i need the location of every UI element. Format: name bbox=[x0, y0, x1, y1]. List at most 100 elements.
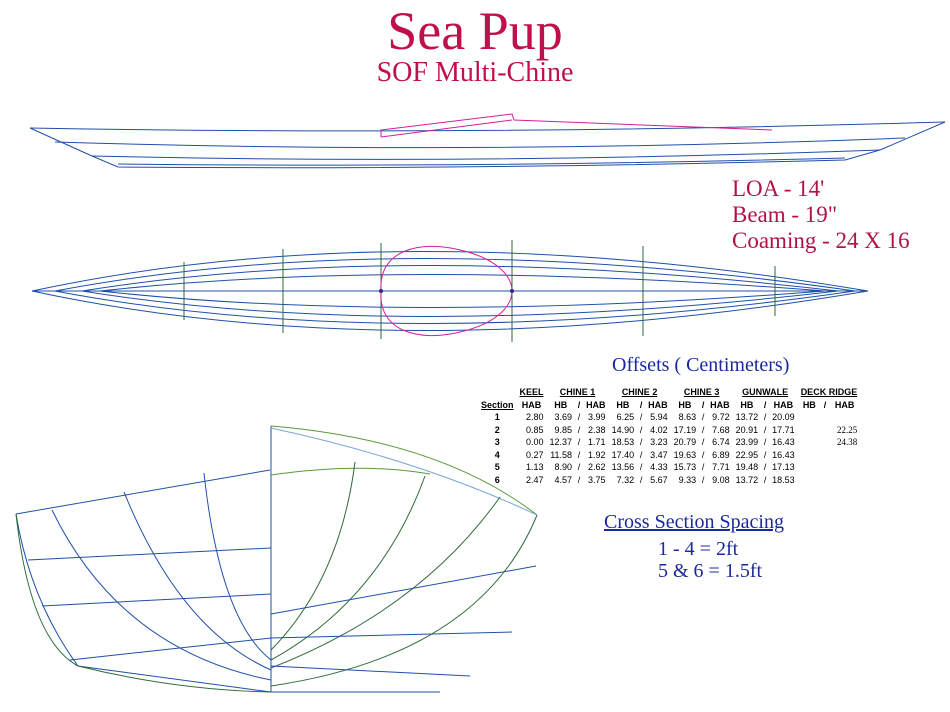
slash: / bbox=[701, 449, 705, 460]
slash: / bbox=[639, 399, 643, 410]
offset-c1-hab: 3.99 bbox=[588, 412, 606, 422]
offsets-row: 4 0.27 11.58 / 1.92 17.40 / 3.47 19.63 / 6.89 22.95… bbox=[478, 449, 860, 462]
c3-hb-header: HB bbox=[678, 399, 692, 410]
slash: / bbox=[639, 424, 643, 435]
profile-keel-line bbox=[117, 157, 846, 166]
slash: / bbox=[701, 462, 705, 472]
offset-gw-hb: 20.91 bbox=[735, 424, 759, 435]
offset-c1-hab: 3.75 bbox=[588, 474, 606, 485]
slash: / bbox=[577, 462, 581, 472]
offset-c3-hab: 6.74 bbox=[712, 437, 730, 447]
offset-c2-hab: 5.94 bbox=[650, 412, 668, 422]
slash: / bbox=[701, 399, 705, 410]
profile-view bbox=[29, 113, 946, 169]
offset-keel: 0.85 bbox=[526, 424, 544, 435]
offset-c2-hab: 5.67 bbox=[650, 474, 668, 485]
keel-hab-header: HAB bbox=[521, 399, 542, 410]
slash: / bbox=[577, 424, 581, 435]
profile-chine-line-2 bbox=[91, 149, 881, 160]
offset-gw-hab: 17.13 bbox=[772, 462, 795, 472]
section-number: 3 bbox=[494, 437, 500, 447]
c3-hab-header: HAB bbox=[710, 399, 730, 410]
deck-hb-header: HB bbox=[802, 399, 816, 410]
slash: / bbox=[577, 474, 581, 485]
offset-gw-hb: 22.95 bbox=[735, 449, 759, 460]
offset-keel: 0.27 bbox=[526, 449, 544, 460]
body-plan-left-green bbox=[15, 513, 272, 693]
deck-ridge-curve bbox=[270, 425, 538, 516]
offset-c3-hab: 9.72 bbox=[712, 412, 730, 422]
profile-sheer-line bbox=[29, 121, 946, 132]
slash: / bbox=[577, 412, 581, 422]
slash: / bbox=[763, 399, 767, 410]
offset-deck-ridge: 24.38 bbox=[836, 437, 858, 447]
body-plan-left-sections bbox=[15, 472, 272, 693]
spacing-line-2: 5 & 6 = 1.5ft bbox=[658, 560, 763, 582]
offset-deck-ridge bbox=[798, 449, 861, 462]
spacing-line-1: 1 - 4 = 2ft bbox=[658, 538, 739, 560]
slash: / bbox=[639, 462, 643, 472]
offsets-row: 3 0.00 12.37 / 1.71 18.53 / 3.23 20.79 / 6.74 23.99… bbox=[478, 436, 860, 449]
offset-deck-ridge bbox=[798, 474, 861, 487]
offset-c2-hb: 6.25 bbox=[616, 412, 635, 422]
offset-c1-hb: 4.57 bbox=[554, 474, 573, 485]
offset-c3-hb: 8.63 bbox=[678, 412, 697, 422]
section-header: Section bbox=[481, 399, 514, 410]
group-keel: KEEL bbox=[519, 387, 544, 397]
spec-beam: Beam - 19" bbox=[732, 202, 838, 227]
offset-c3-hb: 9.33 bbox=[678, 474, 697, 485]
gw-hab-header: HAB bbox=[773, 399, 794, 410]
offset-deck-ridge bbox=[798, 411, 861, 424]
offset-c1-hab: 1.71 bbox=[588, 437, 606, 447]
offsets-sub-header-row: Section HAB HB / HAB HB / HAB HB / HAB HB / HAB … bbox=[478, 399, 860, 412]
spec-coaming: Coaming - 24 X 16 bbox=[732, 228, 910, 253]
slash: / bbox=[577, 399, 581, 410]
slash: / bbox=[763, 474, 767, 485]
offset-c3-hab: 6.89 bbox=[712, 449, 730, 460]
offset-deck-ridge bbox=[798, 461, 861, 474]
offset-c2-hab: 4.33 bbox=[650, 462, 668, 472]
offset-gw-hab: 18.53 bbox=[772, 474, 795, 485]
slash: / bbox=[639, 474, 643, 485]
coaming-point-fore bbox=[379, 289, 383, 293]
body-plan-left-chines bbox=[15, 469, 272, 661]
offsets-row: 1 2.80 3.69 / 3.99 6.25 / 5.94 8.63 / 9.72 13.72 / 20… bbox=[478, 411, 860, 424]
offset-gw-hab: 16.43 bbox=[772, 437, 795, 447]
slash: / bbox=[639, 412, 643, 422]
coaming-profile-rim bbox=[380, 119, 513, 138]
offset-gw-hb: 13.72 bbox=[735, 474, 759, 485]
profile-chine-line-1 bbox=[54, 137, 906, 149]
offsets-row: 5 1.13 8.90 / 2.62 13.56 / 4.33 15.73 / 7.71 19.48 /… bbox=[478, 461, 860, 474]
group-chine-1: CHINE 1 bbox=[559, 387, 596, 397]
offset-c3-hb: 15.73 bbox=[673, 462, 697, 472]
slash: / bbox=[763, 412, 767, 422]
offset-c3-hab: 9.08 bbox=[712, 474, 730, 485]
plan-view bbox=[31, 240, 869, 342]
offsets-table: KEEL CHINE 1 CHINE 2 CHINE 3 GUNWALE DEC… bbox=[478, 386, 948, 486]
slash: / bbox=[763, 462, 767, 472]
drawing-title: Sea Pup bbox=[387, 1, 563, 61]
coaming-point-aft bbox=[510, 289, 514, 293]
gw-hb-header: HB bbox=[740, 399, 754, 410]
slash: / bbox=[701, 437, 705, 447]
slash: / bbox=[639, 449, 643, 460]
offsets-body: 1 2.80 3.69/3.99 6.25/5.94 8.63/9.72 13.72/20… bbox=[478, 411, 860, 486]
section-number: 2 bbox=[494, 424, 500, 435]
slash: / bbox=[763, 424, 767, 435]
c2-hb-header: HB bbox=[616, 399, 630, 410]
offset-c3-hb: 20.79 bbox=[673, 437, 697, 447]
offset-c3-hb: 17.19 bbox=[673, 424, 697, 435]
c1-hab-header: HAB bbox=[586, 399, 606, 410]
offset-c2-hab: 3.47 bbox=[650, 449, 668, 460]
offset-c1-hb: 12.37 bbox=[549, 437, 573, 447]
offset-c3-hab: 7.68 bbox=[712, 424, 730, 435]
body-plan-right-sections bbox=[270, 461, 538, 687]
offset-keel: 1.13 bbox=[526, 462, 544, 472]
offset-c2-hb: 18.53 bbox=[611, 437, 635, 447]
group-chine-2: CHINE 2 bbox=[621, 387, 658, 397]
slash: / bbox=[763, 449, 767, 460]
c1-hb-header: HB bbox=[554, 399, 568, 410]
section-number: 4 bbox=[494, 449, 500, 460]
slash: / bbox=[577, 449, 581, 460]
deck-sheer-curve bbox=[270, 467, 431, 476]
